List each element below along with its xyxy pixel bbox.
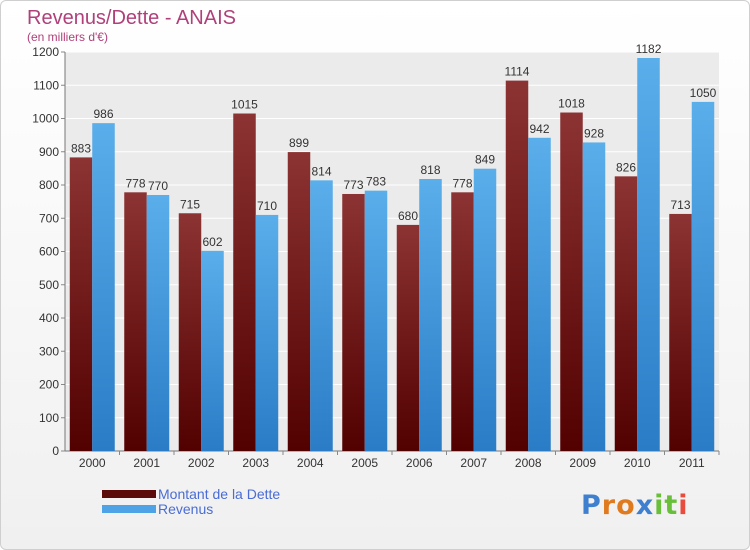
- chart-title: Revenus/Dette - ANAIS: [27, 7, 236, 29]
- data-label-revenus: 849: [475, 153, 495, 167]
- y-tick-label: 100: [39, 411, 59, 425]
- bar-revenus: [146, 194, 170, 451]
- bar-revenus: [582, 142, 606, 451]
- bar-debt: [614, 176, 638, 452]
- y-tick-label: 0: [52, 444, 59, 458]
- data-label-revenus: 986: [93, 107, 113, 121]
- data-label-debt: 680: [398, 209, 418, 223]
- bar-debt: [69, 157, 93, 451]
- legend-swatch-revenus: [102, 504, 156, 513]
- bar-debt: [396, 224, 420, 451]
- bar-revenus: [691, 101, 715, 451]
- y-tick-label: 400: [39, 311, 59, 325]
- bar-revenus: [528, 137, 551, 451]
- data-label-revenus: 770: [148, 179, 168, 193]
- bar-revenus: [201, 250, 224, 451]
- data-label-revenus: 928: [584, 126, 604, 140]
- logo-letter: r: [601, 490, 617, 521]
- x-tick-label: 2001: [133, 456, 160, 470]
- data-label-debt: 1018: [558, 97, 585, 111]
- data-label-debt: 713: [670, 198, 690, 212]
- y-tick-label: 900: [39, 145, 59, 159]
- chart-subtitle: (en milliers d'€): [27, 30, 108, 44]
- proxiti-logo: Proxiti: [581, 490, 689, 521]
- data-label-debt: 826: [616, 160, 636, 174]
- data-label-revenus: 783: [366, 175, 386, 189]
- bar-debt: [178, 213, 202, 451]
- bar-debt: [451, 192, 474, 451]
- x-tick-label: 2002: [188, 456, 215, 470]
- legend: Montant de la Dette Revenus: [102, 485, 281, 517]
- data-label-debt: 715: [180, 197, 200, 211]
- y-tick-label: 500: [39, 278, 59, 292]
- x-tick-label: 2011: [679, 456, 705, 470]
- bar-revenus: [92, 123, 115, 451]
- x-tick-label: 2004: [297, 456, 324, 470]
- logo-letter: i: [678, 490, 689, 521]
- x-tick-label: 2000: [79, 456, 106, 470]
- x-tick-label: 2008: [515, 456, 542, 470]
- data-label-debt: 1114: [505, 65, 530, 79]
- bar-revenus: [255, 214, 279, 451]
- y-tick-label: 200: [39, 378, 59, 392]
- bar-revenus: [310, 180, 333, 451]
- bar-revenus: [473, 168, 497, 451]
- bar-revenus: [419, 179, 442, 451]
- data-label-debt: 773: [343, 178, 363, 192]
- x-tick-label: 2003: [242, 456, 269, 470]
- logo-letter: P: [581, 490, 602, 521]
- x-tick-label: 2007: [460, 456, 487, 470]
- y-tick-label: 600: [39, 245, 59, 259]
- data-label-debt: 1015: [231, 98, 258, 112]
- legend-label-revenus: Revenus: [158, 500, 214, 517]
- data-label-revenus: 602: [202, 235, 222, 249]
- bar-debt: [505, 80, 529, 451]
- data-label-revenus: 1182: [636, 42, 662, 56]
- logo-letter: t: [664, 490, 679, 521]
- legend-label-debt: Montant de la Dette: [158, 485, 281, 502]
- data-label-revenus: 814: [311, 164, 331, 178]
- y-tick-label: 300: [39, 344, 59, 358]
- bar-revenus: [364, 190, 388, 451]
- y-tick-label: 800: [39, 178, 59, 192]
- y-tick-label: 1200: [32, 45, 59, 59]
- data-label-revenus: 818: [420, 163, 440, 177]
- bar-debt: [233, 113, 256, 451]
- data-label-revenus: 942: [529, 122, 549, 136]
- logo-letter: o: [616, 490, 636, 521]
- logo-letter: i: [654, 490, 665, 521]
- bar-debt: [287, 152, 311, 451]
- bar-debt: [669, 213, 692, 451]
- y-tick-label: 1000: [32, 112, 59, 126]
- logo-letter: x: [635, 490, 655, 521]
- x-tick-label: 2009: [569, 456, 596, 470]
- data-label-debt: 778: [452, 176, 472, 190]
- bar-debt: [560, 112, 583, 451]
- legend-item-debt: Montant de la Dette: [102, 485, 281, 502]
- x-tick-label: 2005: [351, 456, 378, 470]
- data-label-debt: 883: [71, 141, 91, 155]
- legend-swatch-debt: [102, 489, 156, 498]
- x-tick-label: 2006: [406, 456, 433, 470]
- data-label-revenus: 1050: [690, 86, 717, 100]
- y-tick-label: 700: [39, 211, 59, 225]
- bar-revenus: [637, 57, 660, 452]
- data-label-debt: 778: [125, 176, 145, 190]
- y-tick-label: 1100: [33, 78, 59, 92]
- data-label-debt: 899: [289, 136, 309, 150]
- x-tick-label: 2010: [624, 456, 651, 470]
- data-label-revenus: 710: [257, 199, 277, 213]
- bar-debt: [342, 193, 365, 452]
- legend-item-revenus: Revenus: [102, 500, 280, 517]
- bar-debt: [124, 192, 147, 451]
